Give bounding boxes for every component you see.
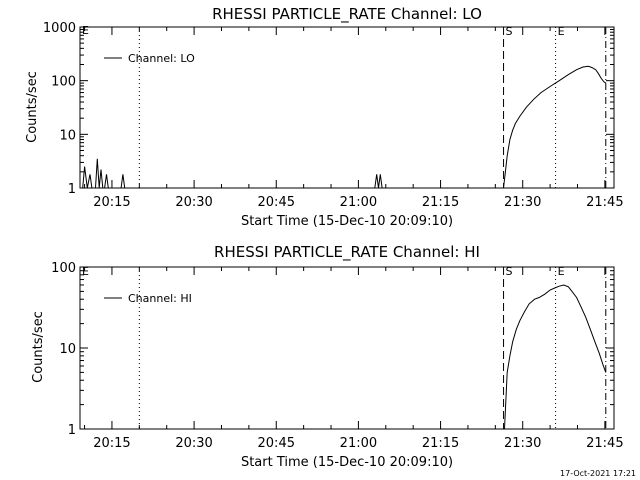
y-tick-label: 1 <box>68 423 76 438</box>
marker-label: E <box>558 25 565 38</box>
series-line <box>80 65 607 189</box>
x-tick-label: 21:30 <box>504 436 541 451</box>
y-axis-label: Counts/sec <box>25 71 40 143</box>
legend: Channel: LO <box>104 52 195 65</box>
x-axis-label: Start Time (15-Dec-10 20:09:10) <box>241 214 453 229</box>
x-tick-label: 20:15 <box>93 195 130 210</box>
series-line <box>504 284 607 430</box>
x-tick-label: 21:00 <box>340 436 377 451</box>
chart-panel-lo: RHESSI PARTICLE_RATE Channel: LO 1101001… <box>25 5 624 229</box>
y-tick-label: 100 <box>51 75 76 90</box>
chart-title: RHESSI PARTICLE_RATE Channel: LO <box>212 5 482 24</box>
y-tick-label: 10 <box>59 342 76 357</box>
y-tick-label: 1000 <box>43 21 76 36</box>
plot-area: 1 10 100 1000 20:15 20:30 20:45 21:00 21:15 21:30… <box>43 21 624 210</box>
x-tick-label: 21:45 <box>586 436 623 451</box>
x-tick-label: 20:30 <box>175 436 212 451</box>
chart-title: RHESSI PARTICLE_RATE Channel: HI <box>214 243 480 262</box>
corner-label: E <box>82 24 89 37</box>
y-axis-label: Counts/sec <box>31 311 46 383</box>
x-axis-label: Start Time (15-Dec-10 20:09:10) <box>241 455 453 470</box>
marker-label: E <box>558 265 565 278</box>
legend-entry: Channel: HI <box>128 292 192 305</box>
legend-entry: Channel: LO <box>128 52 195 65</box>
legend: Channel: HI <box>104 292 192 305</box>
x-tick-label: 21:00 <box>340 195 377 210</box>
marker-label: S <box>506 265 513 278</box>
x-tick-label: 21:30 <box>504 195 541 210</box>
x-tick-label: 20:45 <box>258 436 295 451</box>
x-tick-label: 20:30 <box>175 195 212 210</box>
timestamp: 17-Oct-2021 17:21 <box>560 469 636 478</box>
y-tick-label: 1 <box>68 182 76 197</box>
y-tick-label: 10 <box>59 128 76 143</box>
plot-area: 1 10 100 20:15 20:30 20:45 21:00 21:15 21:30 21:4… <box>51 261 623 451</box>
x-tick-label: 21:15 <box>422 195 459 210</box>
x-tick-label: 21:15 <box>422 436 459 451</box>
x-tick-label: 20:15 <box>93 436 130 451</box>
x-tick-label: 20:45 <box>258 195 295 210</box>
y-tick-label: 100 <box>51 261 76 276</box>
corner-label: E <box>82 265 89 278</box>
marker-label: S <box>506 25 513 38</box>
chart-panel-hi: RHESSI PARTICLE_RATE Channel: HI 1 10 100 2… <box>31 243 624 470</box>
x-tick-label: 21:45 <box>586 195 623 210</box>
